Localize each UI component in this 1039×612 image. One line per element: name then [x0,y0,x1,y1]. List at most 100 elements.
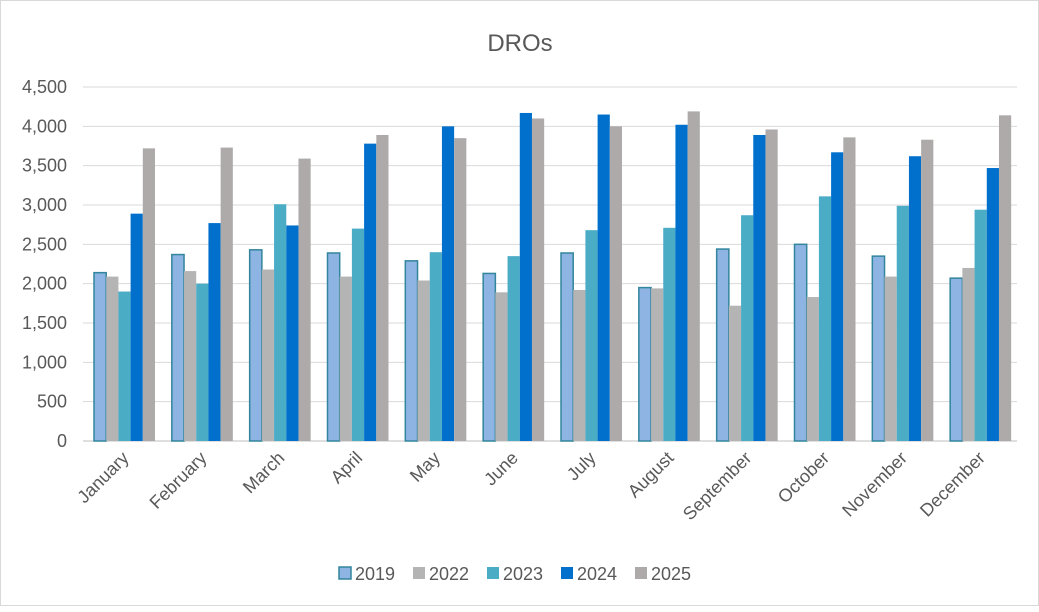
legend-swatch [635,567,647,579]
bar-2025-july [609,126,622,441]
bar-2024-april [364,143,377,441]
bar-2025-january [142,148,155,442]
y-tick-label: 500 [37,392,67,412]
x-tick-label: October [774,448,833,507]
bar-2023-january [118,291,131,441]
bar-2025-october [843,137,856,441]
bar-2022-march [261,269,275,441]
bar-2022-february [184,271,197,441]
bar-2024-july [597,114,610,442]
bar-2019-february [171,253,185,442]
bar-2019-july [560,252,574,442]
bar-2023-november [896,205,909,441]
bar-2023-may [429,252,442,441]
bar-2022-november [884,276,897,441]
x-tick-label: November [838,448,911,521]
legend-label: 2019 [355,564,395,584]
bar-2022-august [651,288,664,441]
bar-2023-april [351,228,365,441]
x-tick-label: April [327,448,367,488]
bar-2019-august [638,286,652,442]
bar-2025-march [298,158,311,441]
legend-swatch [413,567,425,579]
y-tick-label: 3,500 [22,156,67,176]
bar-2024-august [675,124,688,441]
x-tick-label: January [73,448,132,507]
bar-2023-october [818,196,832,441]
y-tick-label: 4,000 [22,116,67,136]
bar-2022-april [339,276,352,441]
bar-2025-december [998,115,1012,441]
bar-2019-november [871,255,886,442]
x-tick-label: June [480,448,522,490]
bar-2025-september [765,129,778,442]
bar-2024-february [208,223,221,441]
y-tick-label: 2,500 [22,234,67,254]
bar-2019-january [93,271,107,442]
bar-2024-december [986,168,999,441]
y-tick-label: 4,500 [22,77,67,97]
bar-2023-december [974,209,987,441]
legend-item-2019: 2019 [338,564,395,584]
y-tick-label: 1,000 [22,352,67,372]
bar-2024-may [441,126,455,441]
bar-2022-may [417,280,430,441]
x-tick-label: September [679,448,755,524]
legend-label: 2023 [503,564,543,584]
bar-2022-january [106,276,119,441]
x-tick-label: March [239,448,289,498]
legend-label: 2025 [651,564,691,584]
legend-label: 2022 [429,564,469,584]
bar-2023-august [663,227,676,441]
bar-2023-july [585,230,598,441]
bar-2023-march [274,204,287,441]
bar-2023-june [507,256,520,441]
bar-2019-march [248,249,263,442]
legend-swatch [487,567,499,579]
x-tick-label: July [563,448,600,485]
bar-2019-may [404,260,419,442]
bar-2024-january [130,213,143,441]
y-tick-label: 0 [57,431,67,451]
legend-label: 2024 [577,564,617,584]
bar-2024-september [753,134,766,441]
x-tick-label: December [916,448,989,521]
y-tick-label: 1,500 [22,313,67,333]
bar-2025-june [531,118,545,441]
bar-2019-september [715,248,730,442]
chart-title: DROs [487,30,552,57]
legend-item-2022: 2022 [413,564,469,584]
bar-2022-december [962,267,975,441]
legend-item-2023: 2023 [487,564,543,584]
bar-2022-october [806,297,819,441]
bar-2024-november [908,156,922,441]
bar-2024-march [286,225,299,441]
bar-2025-february [220,147,233,441]
bar-2024-june [519,112,532,442]
y-tick-label: 3,000 [22,195,67,215]
bar-2019-june [482,272,497,442]
bar-2022-june [495,292,508,441]
bar-2024-october [831,152,844,441]
bar-2023-february [196,283,209,441]
bar-2025-april [376,134,389,441]
bar-2019-october [793,243,808,442]
bar-2019-december [949,277,964,442]
bar-2019-april [326,252,341,442]
x-tick-label: February [146,448,211,513]
legend-item-2025: 2025 [635,564,691,584]
bar-2025-august [687,111,700,442]
bar-2022-september [728,305,742,441]
legend-swatch [338,566,352,580]
x-tick-label: May [406,448,444,486]
legend-item-2024: 2024 [561,564,617,584]
legend-swatch [561,567,573,579]
bar-2025-november [921,139,934,441]
y-tick-label: 2,000 [22,274,67,294]
bar-2025-may [454,138,467,441]
x-tick-label: August [624,448,678,502]
bar-2023-september [741,215,754,441]
bar-2022-july [573,289,586,441]
